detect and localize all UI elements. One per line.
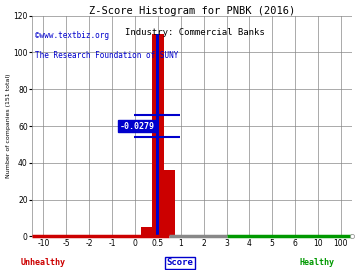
Text: Score: Score: [167, 258, 193, 267]
Y-axis label: Number of companies (151 total): Number of companies (151 total): [5, 74, 10, 178]
Text: -0.0279: -0.0279: [120, 122, 154, 130]
Title: Z-Score Histogram for PNBK (2016): Z-Score Histogram for PNBK (2016): [89, 6, 295, 16]
Text: Healthy: Healthy: [299, 258, 334, 267]
Bar: [163, 170, 175, 237]
Bar: [156, 34, 158, 237]
Bar: [141, 227, 152, 237]
Text: The Research Foundation of SUNY: The Research Foundation of SUNY: [35, 51, 179, 60]
Text: ©www.textbiz.org: ©www.textbiz.org: [35, 31, 109, 40]
Text: Industry: Commercial Banks: Industry: Commercial Banks: [125, 28, 264, 37]
Bar: [152, 34, 163, 237]
Text: Unhealthy: Unhealthy: [21, 258, 66, 267]
